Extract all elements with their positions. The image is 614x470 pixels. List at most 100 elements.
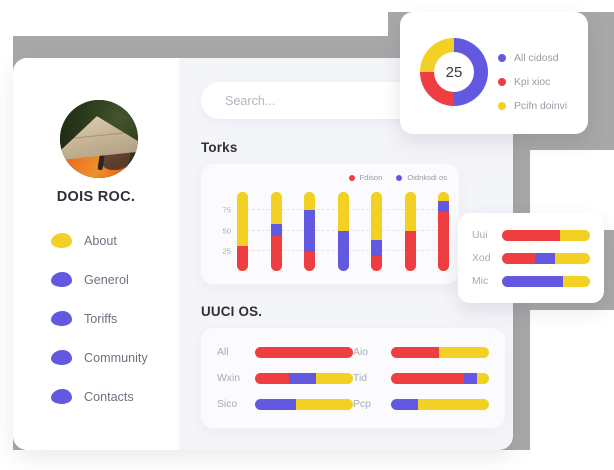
bar-segment (255, 398, 297, 410)
bar-segment (270, 224, 282, 237)
sidebar-nav: About Generol Toriffs Community Contacts (13, 221, 179, 450)
bar-segment (304, 192, 315, 211)
bar-segment (463, 372, 478, 384)
legend-label: Kpi xioc (514, 76, 551, 88)
background-cutout-bottom (0, 450, 530, 470)
legend-swatch-icon (348, 174, 355, 181)
sidebar-item-label: Community (84, 350, 148, 365)
bar-segment (255, 372, 290, 384)
sidebar-item-label: Contacts (84, 389, 134, 404)
bar-row-label: Sico (217, 398, 238, 410)
bar-row-label: Wxin (217, 372, 241, 384)
legend-entry-all-cidosd[interactable]: All cidosd (498, 46, 567, 70)
bar-segment (371, 255, 382, 271)
bar-segment (418, 398, 489, 410)
bar-track (502, 253, 590, 264)
donut-chart-card: 25 All cidosd Kpi xioc Pcifn doinvi (400, 12, 588, 134)
legend-label: Oidnksdi os (407, 173, 447, 182)
background-cutout-lowerright (530, 310, 614, 470)
background-cutout-topright (388, 0, 614, 12)
legend-swatch-icon (498, 78, 506, 86)
bar-segment (237, 245, 248, 271)
bar-segment (439, 346, 489, 358)
sidebar-item-contacts[interactable]: Contacts (13, 377, 179, 416)
bar-segment (371, 192, 382, 241)
sidebar-item-free-tools[interactable]: Free Tools (13, 442, 179, 450)
bar-track (391, 346, 489, 358)
bar-chart-legend: Fdison Oidnksdi os (348, 173, 447, 182)
bar-row[interactable]: Aio (353, 339, 489, 365)
bar-row[interactable]: All (217, 339, 353, 365)
legend-entry-kpi-xioc[interactable]: Kpi xioc (498, 70, 567, 94)
bar-segment (296, 398, 353, 410)
legend-swatch-icon (498, 54, 506, 62)
uuci-os-bar-list: All Aio Wxin Tid Sico Pcp (201, 328, 505, 428)
bar-row[interactable]: Uui (472, 224, 590, 247)
bar-segment (391, 372, 464, 384)
bar-series (237, 190, 449, 271)
bar-segment (391, 346, 440, 358)
bar-segment (371, 240, 382, 256)
bar-row-label: Uui (472, 230, 488, 241)
bar-track (255, 372, 353, 384)
legend-label: Pcifn doinvi (514, 100, 568, 112)
sidebar-item-label: Toriffs (84, 311, 118, 326)
y-axis-tick-label: 25 (222, 246, 231, 256)
bar-segment (535, 253, 555, 264)
bar-segment (562, 276, 590, 287)
bar-row[interactable]: Mic (472, 270, 590, 293)
bar-column[interactable] (304, 192, 315, 271)
bar-segment (270, 236, 282, 271)
mini-bar-list: Uui Xod Mic (458, 213, 604, 303)
bar-column[interactable] (371, 192, 382, 271)
sidebar-item-community[interactable]: Community (13, 338, 179, 377)
bar-row[interactable]: Xod (472, 247, 590, 270)
bar-segment (438, 192, 449, 202)
bar-segment (404, 231, 416, 271)
bar-column[interactable] (438, 192, 449, 271)
bar-track (255, 398, 353, 410)
bar-row[interactable]: Wxin (217, 365, 353, 391)
bar-segment (554, 253, 590, 264)
bar-row-label: Xod (472, 253, 491, 264)
y-axis-tick-label: 50 (222, 226, 231, 235)
blob-icon-community (51, 350, 72, 365)
avatar (60, 100, 138, 178)
bar-segment (560, 230, 590, 241)
bar-track (255, 346, 353, 358)
bar-column[interactable] (270, 192, 282, 271)
bar-row[interactable]: Tid (353, 365, 489, 391)
bar-row-label: Tid (353, 372, 368, 384)
page-title-torks: Torks (201, 140, 238, 155)
mini-bars-card: Uui Xod Mic (458, 213, 604, 303)
legend-entry-fdison: Fdison (348, 173, 383, 182)
dashboard-panel: DOIS ROC. About Generol Toriffs Communit… (13, 58, 513, 450)
legend-entry-pcifn-doinvi[interactable]: Pcifn doinvi (498, 94, 567, 118)
bar-segment (502, 253, 536, 264)
sidebar-item-about[interactable]: About (13, 221, 179, 260)
legend-swatch-icon (396, 174, 403, 181)
donut-legend: All cidosd Kpi xioc Pcifn doinvi (498, 46, 567, 118)
legend-swatch-icon (498, 102, 506, 110)
bar-column[interactable] (404, 192, 416, 271)
bar-column[interactable] (237, 192, 248, 271)
bar-segment (502, 276, 563, 287)
bar-track (502, 230, 590, 241)
bar-row[interactable]: Pcp (353, 391, 489, 417)
bar-row[interactable]: Sico (217, 391, 353, 417)
bar-segment (289, 372, 316, 384)
bar-segment (337, 231, 349, 271)
legend-label: Fdison (359, 173, 383, 182)
bar-row-label: All (217, 346, 229, 358)
bar-segment (391, 398, 419, 410)
bar-segment (237, 192, 248, 246)
bar-column[interactable] (337, 192, 349, 271)
bar-chart-plot: 25 50 75 (223, 190, 449, 271)
sidebar-item-generol[interactable]: Generol (13, 260, 179, 299)
bar-row-label: Pcp (353, 398, 371, 410)
blob-icon-toriffs (51, 311, 72, 326)
blob-icon-about (51, 233, 72, 248)
bar-segment (304, 210, 315, 252)
sidebar-item-toriffs[interactable]: Toriffs (13, 299, 179, 338)
bar-segment (502, 230, 561, 241)
